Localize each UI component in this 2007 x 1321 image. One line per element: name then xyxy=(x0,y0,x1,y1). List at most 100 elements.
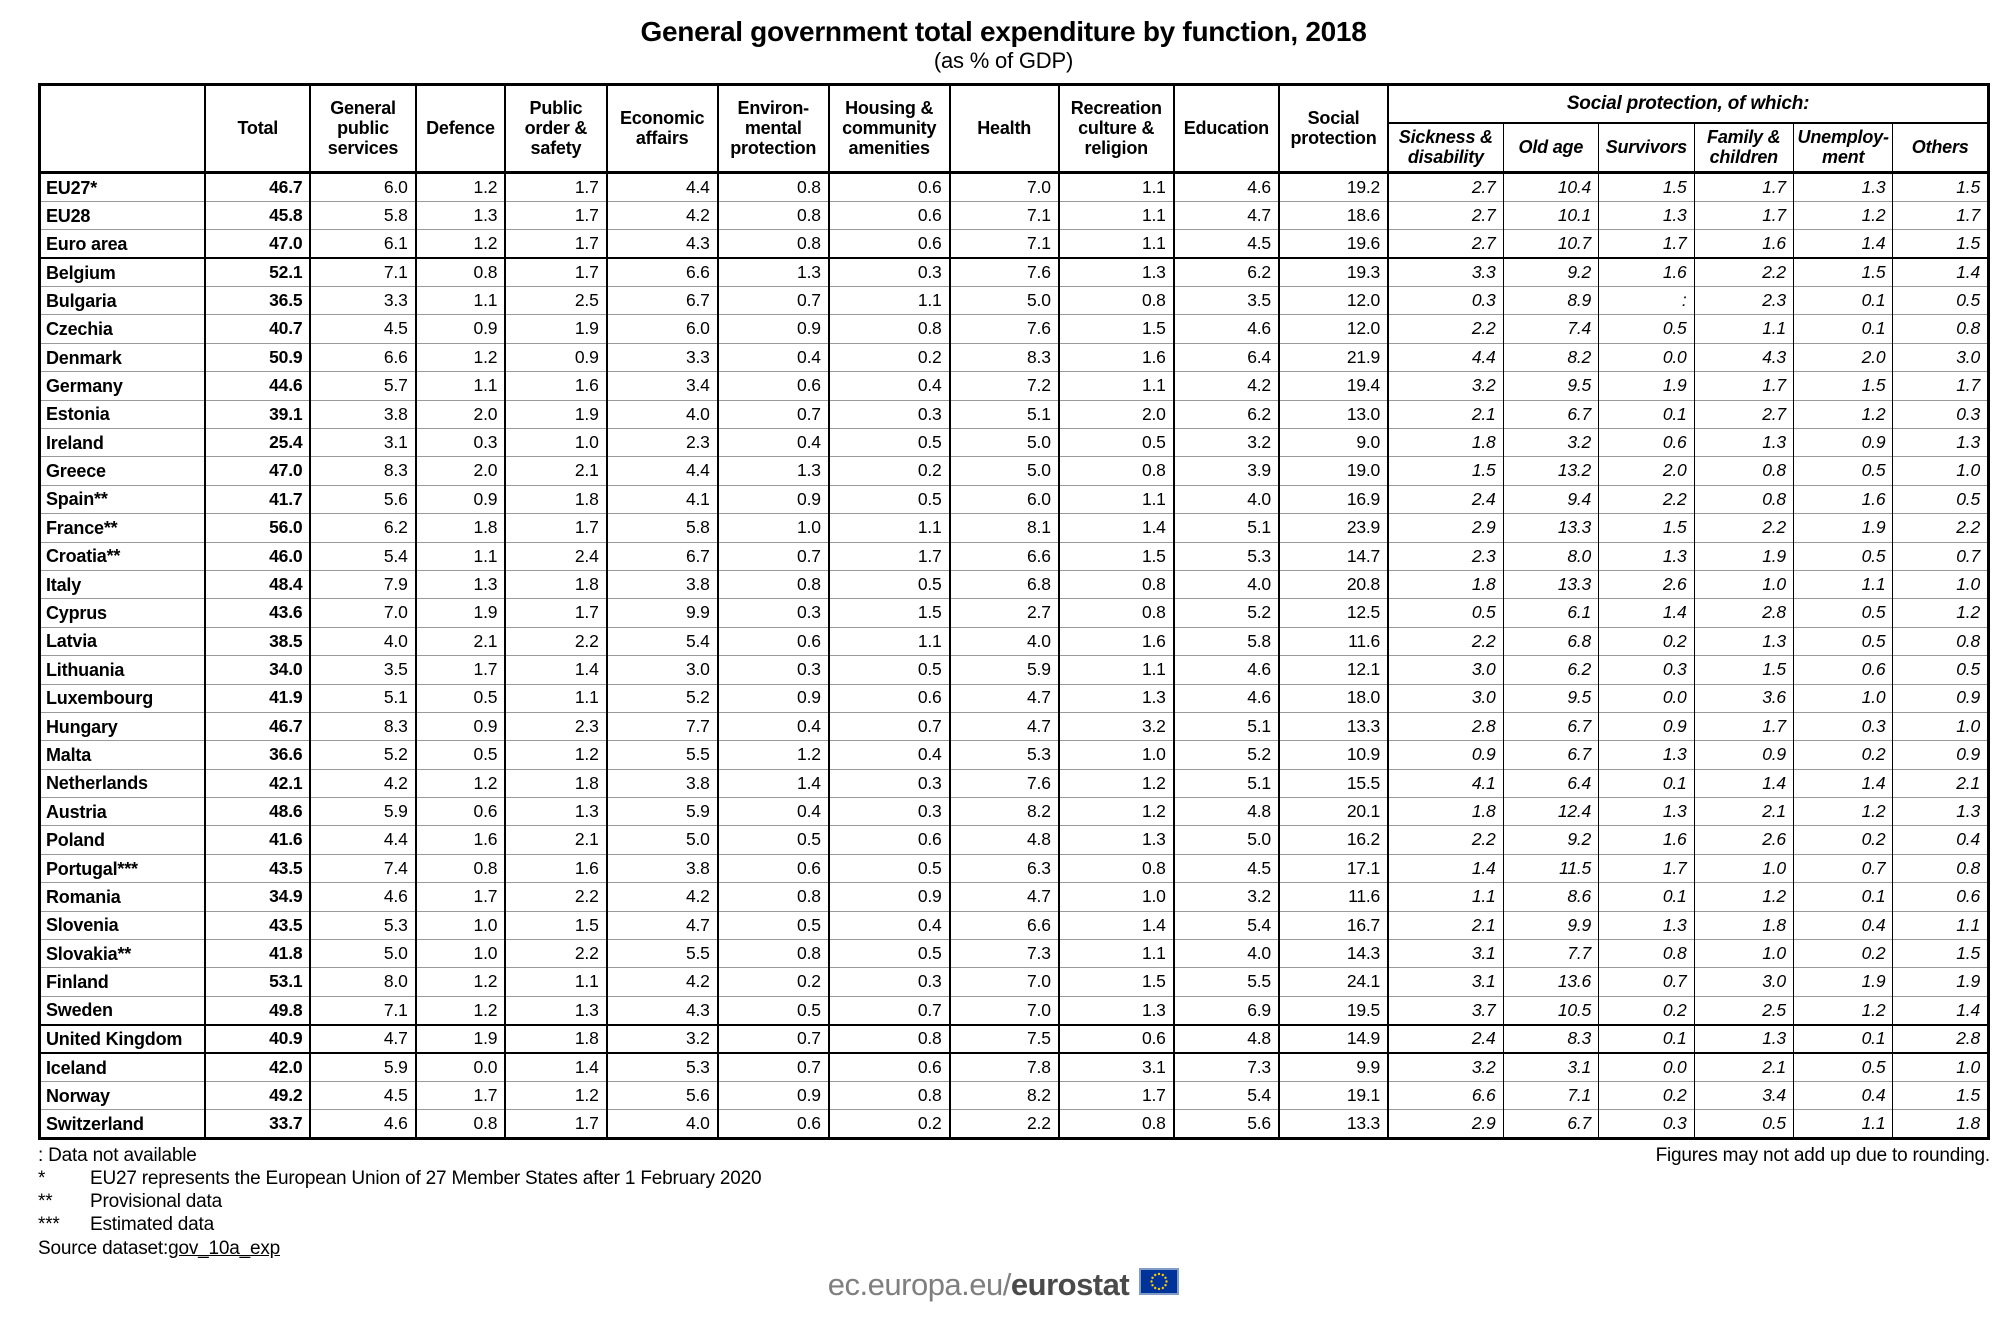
value-cell: 0.3 xyxy=(1792,711,1893,741)
value-cell: 1.6 xyxy=(414,825,506,855)
table-row: Latvia 38.5 4.0 2.1 2.2 5.4 0.6 1.1 4.0 1.6 5.8 11.… xyxy=(39,626,1989,656)
value-cell: 3.2 xyxy=(1057,711,1174,741)
value-cell: 0.3 xyxy=(827,399,950,429)
table-row: Croatia** 46.0 5.4 1.1 2.4 6.7 0.7 1.7 6.6 1.5 5.3… xyxy=(39,541,1989,571)
value-cell: 0.6 xyxy=(1792,655,1893,685)
value-cell: 41.8 xyxy=(204,939,311,968)
value-cell: 0.7 xyxy=(716,399,829,429)
value-cell: 6.7 xyxy=(605,541,718,571)
value-cell: 1.4 xyxy=(1057,513,1174,543)
value-cell: 4.0 xyxy=(605,399,718,429)
value-cell: 2.0 xyxy=(1792,342,1893,372)
table-row: Luxembourg 41.9 5.1 0.5 1.1 5.2 0.9 0.6 4.7 1.3 4.… xyxy=(39,683,1989,713)
value-cell: 5.5 xyxy=(1172,967,1279,997)
table-row: Euro area 47.0 6.1 1.2 1.7 4.3 0.8 0.6 7.1 1.1 4.5… xyxy=(39,229,1989,259)
value-cell: 3.2 xyxy=(1502,427,1599,457)
value-cell: 4.3 xyxy=(605,229,718,259)
value-cell: 0.0 xyxy=(1598,342,1695,372)
value-cell: 5.7 xyxy=(309,371,416,401)
value-cell: 1.2 xyxy=(1792,995,1893,1025)
value-cell: 17.1 xyxy=(1277,853,1389,883)
value-cell: 4.6 xyxy=(309,1109,416,1139)
value-cell: 2.7 xyxy=(1387,200,1504,230)
country-cell: Germany xyxy=(39,371,206,401)
value-cell: 4.4 xyxy=(1387,342,1504,372)
value-cell: 1.3 xyxy=(716,257,829,287)
value-cell: 1.2 xyxy=(1057,797,1174,826)
value-cell: 5.6 xyxy=(605,1080,718,1110)
value-cell: 0.9 xyxy=(716,484,829,514)
value-cell: 0.1 xyxy=(1792,286,1893,315)
value-cell: 0.9 xyxy=(827,882,950,912)
value-cell: 1.5 xyxy=(1057,314,1174,344)
value-cell: 7.3 xyxy=(1172,1052,1279,1082)
value-cell: 40.7 xyxy=(204,314,311,344)
value-cell: 1.6 xyxy=(1598,257,1695,287)
source-dataset-link[interactable]: gov_10a_exp xyxy=(168,1238,280,1260)
value-cell: 33.7 xyxy=(204,1109,311,1139)
value-cell: 0.3 xyxy=(1598,655,1695,685)
value-cell: 8.6 xyxy=(1502,882,1599,912)
value-cell: 1.6 xyxy=(1057,342,1174,372)
value-cell: 0.7 xyxy=(827,711,950,741)
value-cell: 2.9 xyxy=(1387,1109,1504,1139)
value-cell: 43.6 xyxy=(204,598,311,628)
value-cell: 5.5 xyxy=(605,939,718,968)
value-cell: 1.1 xyxy=(414,371,506,401)
value-cell: 3.1 xyxy=(1502,1052,1599,1082)
value-cell: 0.8 xyxy=(1892,314,1989,344)
value-cell: 39.1 xyxy=(204,399,311,429)
footer-url-prefix: ec.europa.eu/ xyxy=(827,1267,1012,1302)
table-row: Malta 36.6 5.2 0.5 1.2 5.5 1.2 0.4 5.3 1.0 5.2 10.9… xyxy=(39,740,1989,770)
value-cell: 3.2 xyxy=(1172,882,1279,912)
value-cell: 4.2 xyxy=(605,882,718,912)
value-cell: 0.6 xyxy=(716,853,829,883)
value-cell: 0.8 xyxy=(1892,853,1989,883)
value-cell: 9.2 xyxy=(1502,825,1599,855)
value-cell: 8.2 xyxy=(1502,342,1599,372)
value-cell: 1.3 xyxy=(1892,427,1989,457)
value-cell: 1.1 xyxy=(1792,569,1893,599)
value-cell: 0.8 xyxy=(1057,456,1174,486)
value-cell: 1.5 xyxy=(827,598,950,628)
value-cell: 0.5 xyxy=(1598,314,1695,344)
value-cell: 12.0 xyxy=(1277,286,1389,315)
value-cell: 0.5 xyxy=(1057,427,1174,457)
value-cell: 1.8 xyxy=(1693,910,1794,940)
value-cell: 1.6 xyxy=(1792,484,1893,514)
country-cell: Slovenia xyxy=(39,910,206,940)
value-cell: 1.5 xyxy=(1792,371,1893,401)
corner-cell xyxy=(39,84,206,175)
value-cell: 1.8 xyxy=(1387,427,1504,457)
value-cell: 1.5 xyxy=(1598,172,1695,202)
value-cell: 0.5 xyxy=(1792,598,1893,628)
sub-header-unemployment: Unemploy-ment xyxy=(1792,122,1893,175)
value-cell: 3.5 xyxy=(1172,286,1279,315)
value-cell: 3.8 xyxy=(605,569,718,599)
value-cell: 0.5 xyxy=(716,825,829,855)
value-cell: 13.3 xyxy=(1502,569,1599,599)
value-cell: 2.2 xyxy=(1693,513,1794,543)
value-cell: 2.2 xyxy=(504,939,607,968)
value-cell: 4.6 xyxy=(1172,683,1279,713)
value-cell: 6.7 xyxy=(605,286,718,315)
value-cell: 2.2 xyxy=(948,1109,1059,1139)
country-cell: Netherlands xyxy=(39,768,206,798)
value-cell: 4.2 xyxy=(605,200,718,230)
table-row: France** 56.0 6.2 1.8 1.7 5.8 1.0 1.1 8.1 1.4 5.1 2… xyxy=(39,513,1989,543)
value-cell: 19.1 xyxy=(1277,1080,1389,1110)
value-cell: 7.1 xyxy=(1502,1080,1599,1110)
value-cell: 6.0 xyxy=(309,172,416,202)
value-cell: 0.4 xyxy=(716,342,829,372)
value-cell: 7.1 xyxy=(309,995,416,1025)
value-cell: 6.6 xyxy=(605,257,718,287)
value-cell: 2.7 xyxy=(1387,229,1504,259)
value-cell: 2.2 xyxy=(504,882,607,912)
value-cell: 5.8 xyxy=(1172,626,1279,656)
value-cell: 47.0 xyxy=(204,456,311,486)
value-cell: 0.8 xyxy=(414,853,506,883)
value-cell: 0.3 xyxy=(1387,286,1504,315)
value-cell: 9.4 xyxy=(1502,484,1599,514)
value-cell: 1.7 xyxy=(414,655,506,685)
value-cell: 12.0 xyxy=(1277,314,1389,344)
